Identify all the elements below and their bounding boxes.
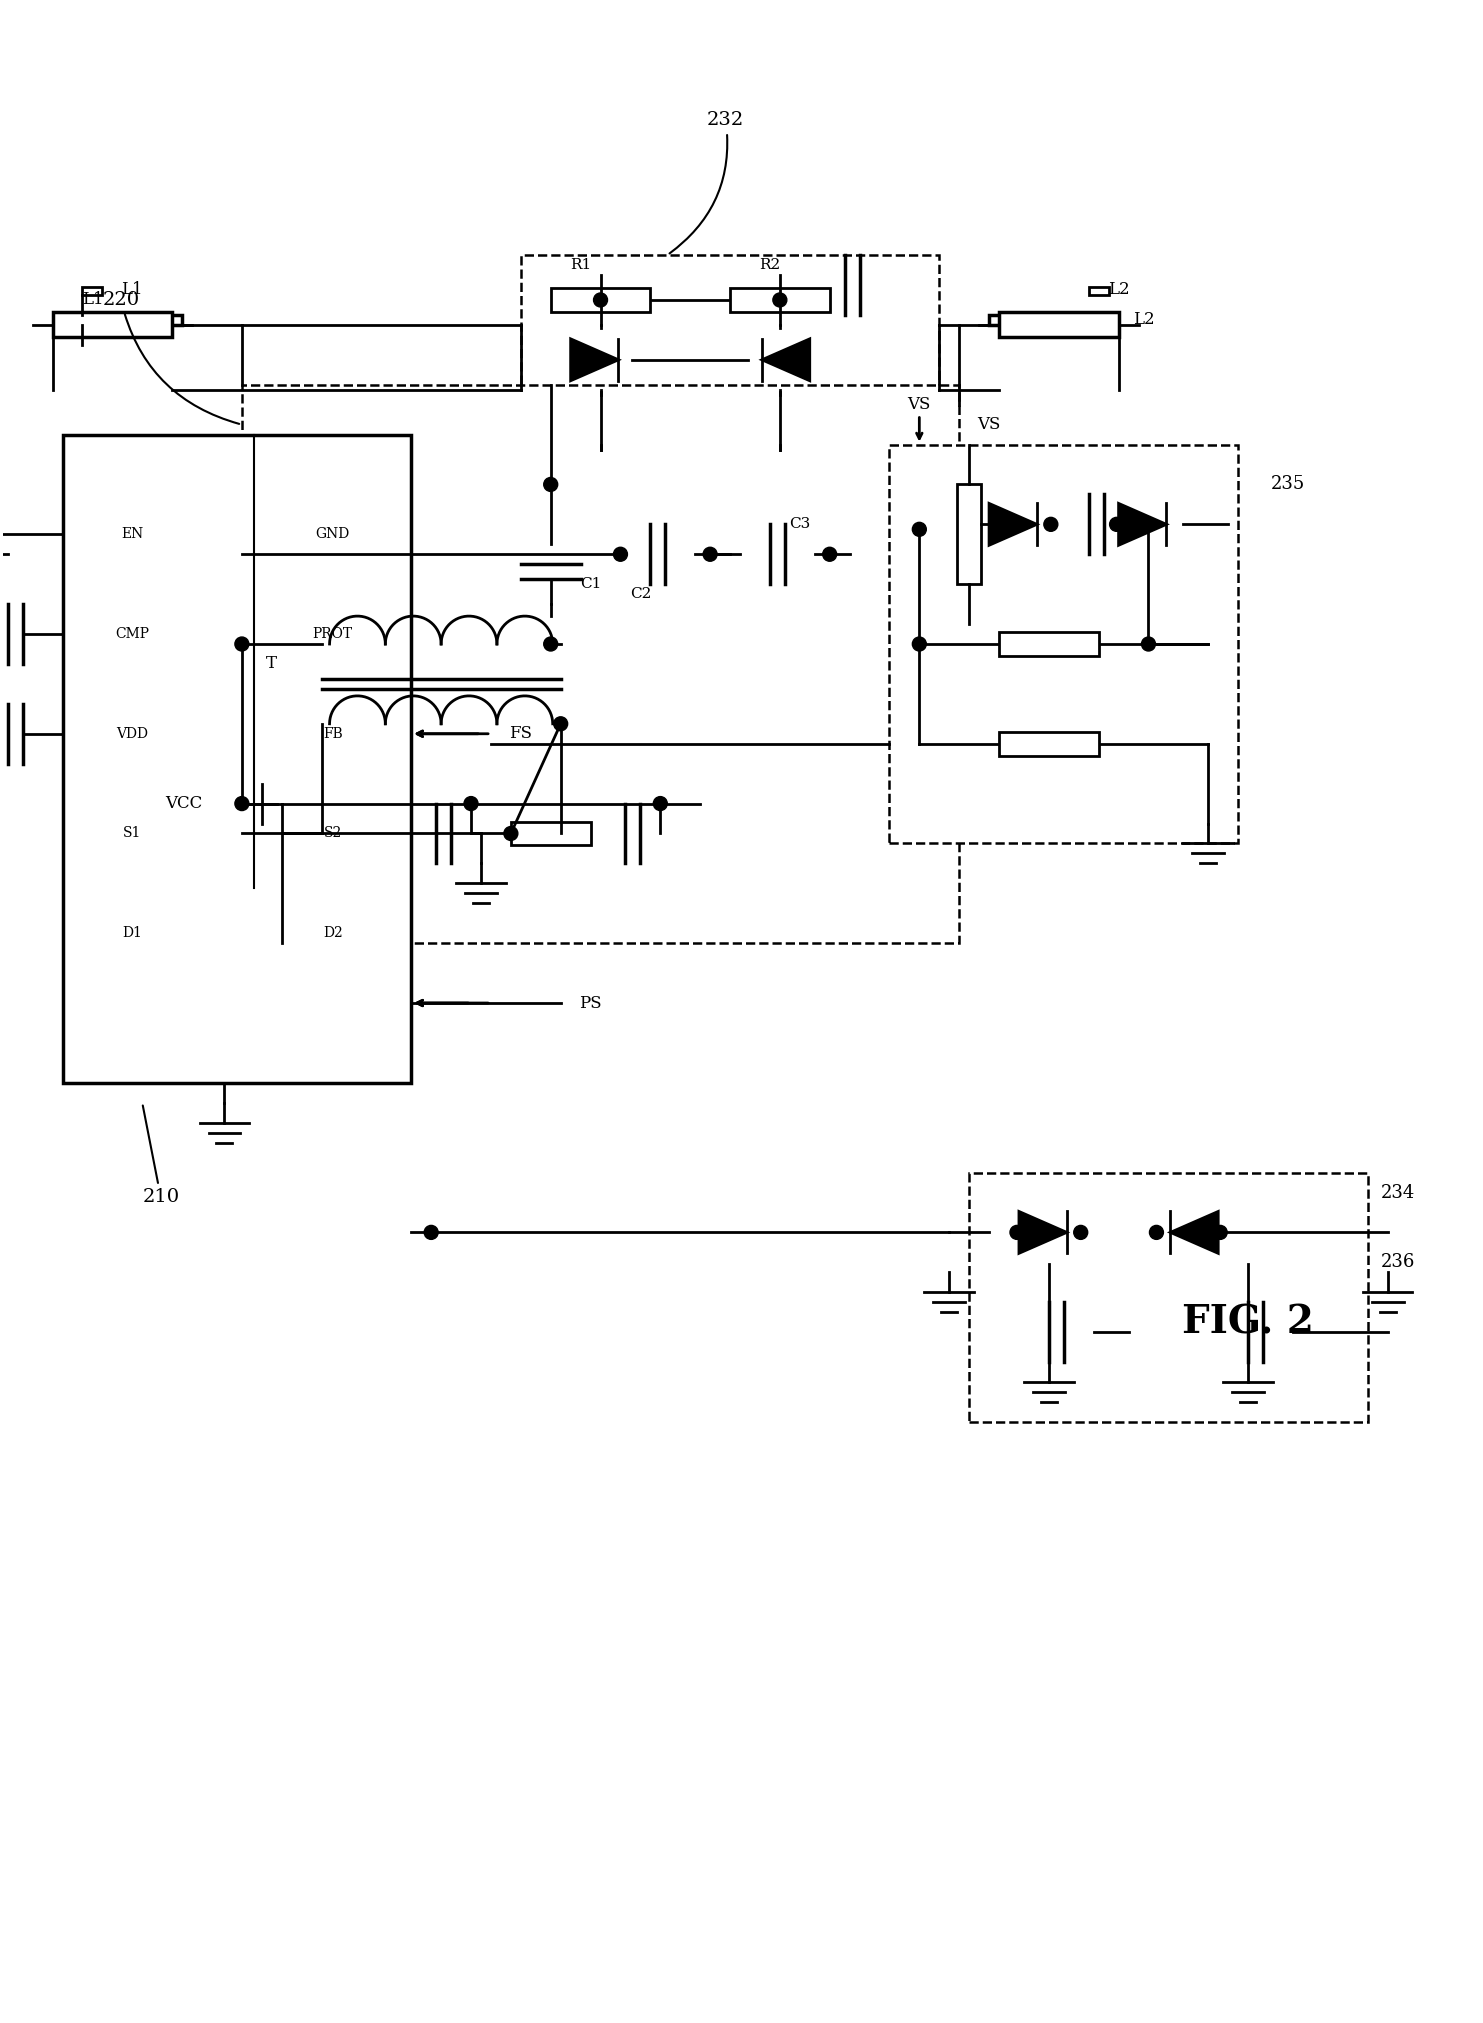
Bar [1089, 287, 1109, 295]
Text: FIG. 2: FIG. 2 [1182, 1303, 1314, 1341]
Text: 234: 234 [1381, 1183, 1415, 1202]
Text: 220: 220 [102, 291, 239, 425]
Bar [970, 1173, 1367, 1422]
Polygon shape [571, 338, 618, 380]
Bar [62, 435, 411, 1082]
Bar [83, 287, 102, 295]
Circle shape [1074, 1226, 1087, 1240]
Text: 210: 210 [142, 1105, 179, 1206]
Bar [730, 287, 829, 312]
Text: D1: D1 [123, 927, 142, 941]
Circle shape [1109, 518, 1124, 532]
Circle shape [654, 797, 667, 811]
Bar [768, 394, 792, 445]
Text: CMP: CMP [116, 627, 150, 641]
Text: VDD: VDD [116, 726, 148, 740]
Text: S2: S2 [323, 827, 343, 840]
Circle shape [1044, 518, 1057, 532]
Text: FS: FS [509, 726, 532, 742]
Circle shape [314, 827, 329, 840]
Circle shape [234, 797, 249, 811]
Bar [550, 287, 651, 312]
Bar [1000, 631, 1099, 655]
Polygon shape [1170, 1212, 1218, 1254]
Text: PROT: PROT [313, 627, 353, 641]
Polygon shape [762, 338, 810, 380]
Circle shape [544, 637, 558, 651]
Text: C1: C1 [580, 577, 601, 591]
Bar [589, 394, 612, 445]
Text: 236: 236 [1381, 1254, 1415, 1270]
Text: EN: EN [122, 528, 144, 542]
Circle shape [504, 827, 518, 840]
Text: R1: R1 [569, 259, 592, 271]
Text: D2: D2 [323, 927, 343, 941]
Bar [521, 255, 939, 465]
Bar [52, 312, 172, 338]
Bar [510, 821, 590, 846]
Polygon shape [1118, 504, 1167, 546]
Text: FB: FB [323, 726, 343, 740]
Circle shape [773, 293, 787, 307]
Circle shape [234, 637, 249, 651]
Polygon shape [989, 504, 1037, 546]
Bar [242, 384, 960, 943]
Circle shape [773, 352, 787, 366]
Circle shape [593, 293, 608, 307]
Text: L2: L2 [1108, 281, 1130, 299]
Circle shape [614, 548, 627, 560]
Text: L1: L1 [82, 291, 104, 307]
Circle shape [464, 797, 478, 811]
Bar [890, 445, 1238, 844]
Text: GND: GND [316, 528, 350, 542]
Circle shape [1213, 1226, 1226, 1240]
Circle shape [1010, 1226, 1023, 1240]
Text: C3: C3 [789, 518, 810, 532]
Text: VCC: VCC [165, 795, 202, 811]
Text: R2: R2 [759, 259, 780, 271]
Circle shape [593, 352, 608, 366]
Text: S1: S1 [123, 827, 141, 840]
Bar [1000, 312, 1118, 338]
Circle shape [1149, 1226, 1164, 1240]
Text: VS: VS [977, 417, 1001, 433]
Text: L1: L1 [122, 281, 142, 299]
Circle shape [1142, 637, 1155, 651]
Circle shape [424, 1226, 437, 1240]
Circle shape [912, 637, 927, 651]
Circle shape [703, 548, 718, 560]
Text: C2: C2 [630, 587, 651, 601]
Polygon shape [1019, 1212, 1066, 1254]
Text: PS: PS [580, 995, 602, 1012]
Circle shape [912, 522, 927, 536]
Bar [322, 821, 402, 846]
Bar [989, 316, 1089, 326]
Circle shape [544, 477, 558, 492]
Text: L2: L2 [1133, 312, 1154, 328]
Circle shape [274, 797, 289, 811]
Bar [957, 483, 982, 585]
Text: VS: VS [908, 397, 931, 413]
Bar [1000, 732, 1099, 757]
Circle shape [553, 716, 568, 730]
Text: 235: 235 [1271, 475, 1305, 494]
Circle shape [823, 548, 836, 560]
Text: T: T [267, 655, 277, 672]
Bar [83, 316, 182, 326]
Text: 232: 232 [669, 111, 744, 253]
